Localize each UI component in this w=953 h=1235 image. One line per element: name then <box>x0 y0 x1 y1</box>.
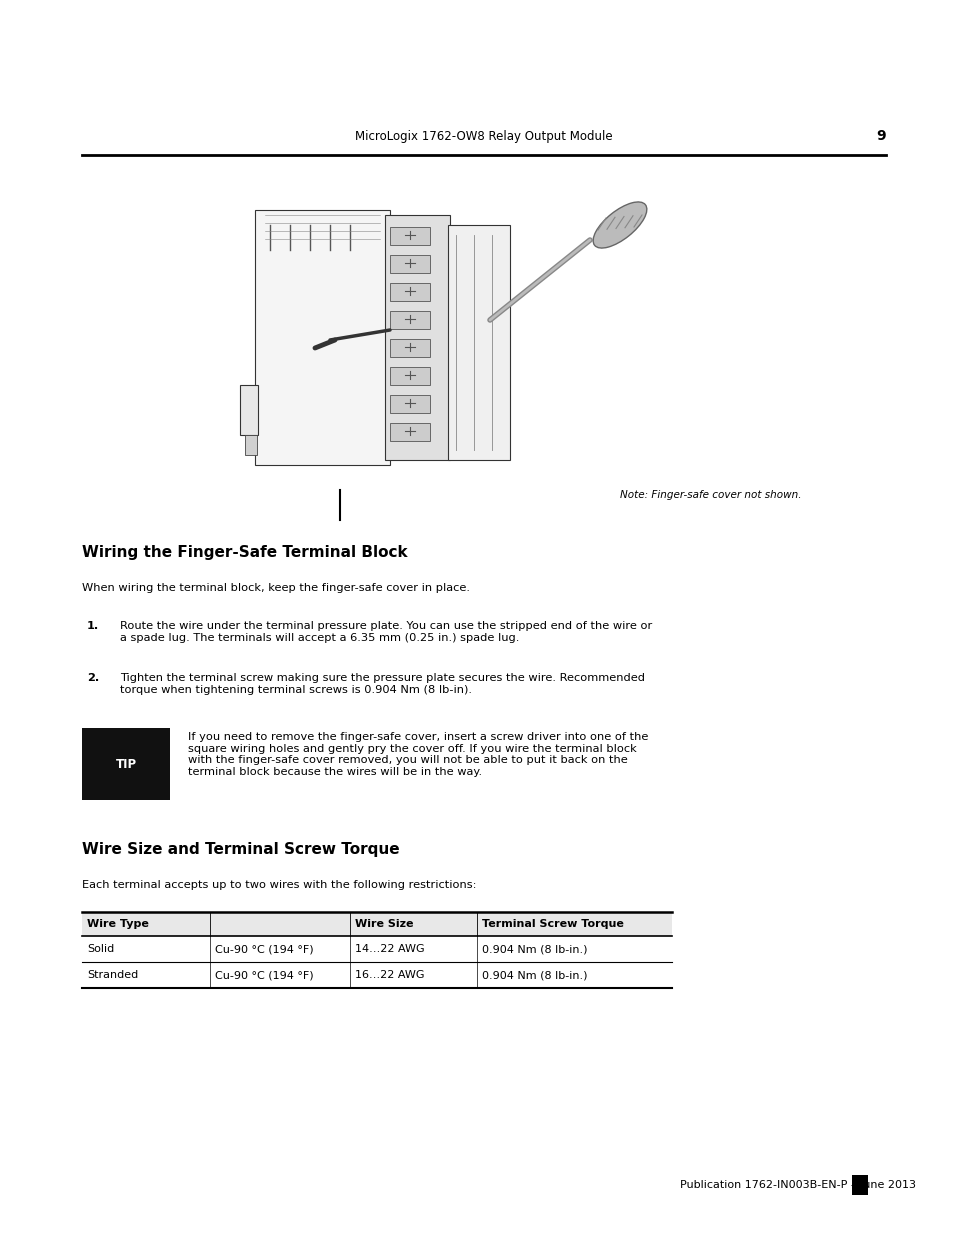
Ellipse shape <box>593 203 646 248</box>
Text: TIP: TIP <box>115 757 136 771</box>
Bar <box>390 367 430 385</box>
Bar <box>390 338 430 357</box>
Bar <box>82 727 170 800</box>
Text: 1.: 1. <box>87 621 99 631</box>
Bar <box>390 311 430 329</box>
Text: Solid: Solid <box>87 944 114 953</box>
Bar <box>851 1174 867 1195</box>
Text: 0.904 Nm (8 lb-in.): 0.904 Nm (8 lb-in.) <box>481 944 587 953</box>
Text: Wire Size and Terminal Screw Torque: Wire Size and Terminal Screw Torque <box>82 842 399 857</box>
Text: Wiring the Finger-Safe Terminal Block: Wiring the Finger-Safe Terminal Block <box>82 545 407 559</box>
Bar <box>448 225 510 459</box>
Text: Wire Type: Wire Type <box>87 919 149 929</box>
Bar <box>390 424 430 441</box>
Bar <box>245 435 256 454</box>
Bar <box>390 254 430 273</box>
Text: Publication 1762-IN003B-EN-P – June 2013: Publication 1762-IN003B-EN-P – June 2013 <box>679 1179 915 1191</box>
Text: When wiring the terminal block, keep the finger-safe cover in place.: When wiring the terminal block, keep the… <box>82 583 470 593</box>
Bar <box>390 227 430 245</box>
Text: 2.: 2. <box>87 673 99 683</box>
Bar <box>254 210 390 466</box>
Text: Each terminal accepts up to two wires with the following restrictions:: Each terminal accepts up to two wires wi… <box>82 881 476 890</box>
Text: Stranded: Stranded <box>87 969 138 981</box>
Text: Route the wire under the terminal pressure plate. You can use the stripped end o: Route the wire under the terminal pressu… <box>120 621 652 642</box>
Text: 16…22 AWG: 16…22 AWG <box>355 969 424 981</box>
Text: If you need to remove the finger-safe cover, insert a screw driver into one of t: If you need to remove the finger-safe co… <box>188 732 648 777</box>
Text: 14…22 AWG: 14…22 AWG <box>355 944 424 953</box>
Bar <box>82 911 671 936</box>
Text: Terminal Screw Torque: Terminal Screw Torque <box>481 919 623 929</box>
Text: Cu-90 °C (194 °F): Cu-90 °C (194 °F) <box>214 969 314 981</box>
Text: 9: 9 <box>876 128 885 143</box>
Text: Cu-90 °C (194 °F): Cu-90 °C (194 °F) <box>214 944 314 953</box>
Text: Note: Finger-safe cover not shown.: Note: Finger-safe cover not shown. <box>619 490 801 500</box>
Text: MicroLogix 1762-OW8 Relay Output Module: MicroLogix 1762-OW8 Relay Output Module <box>355 130 612 143</box>
Bar <box>390 283 430 301</box>
Text: Wire Size: Wire Size <box>355 919 413 929</box>
Bar <box>385 215 450 459</box>
Text: Tighten the terminal screw making sure the pressure plate secures the wire. Reco: Tighten the terminal screw making sure t… <box>120 673 644 694</box>
Bar <box>390 395 430 412</box>
Bar <box>240 385 257 435</box>
Text: 0.904 Nm (8 lb-in.): 0.904 Nm (8 lb-in.) <box>481 969 587 981</box>
